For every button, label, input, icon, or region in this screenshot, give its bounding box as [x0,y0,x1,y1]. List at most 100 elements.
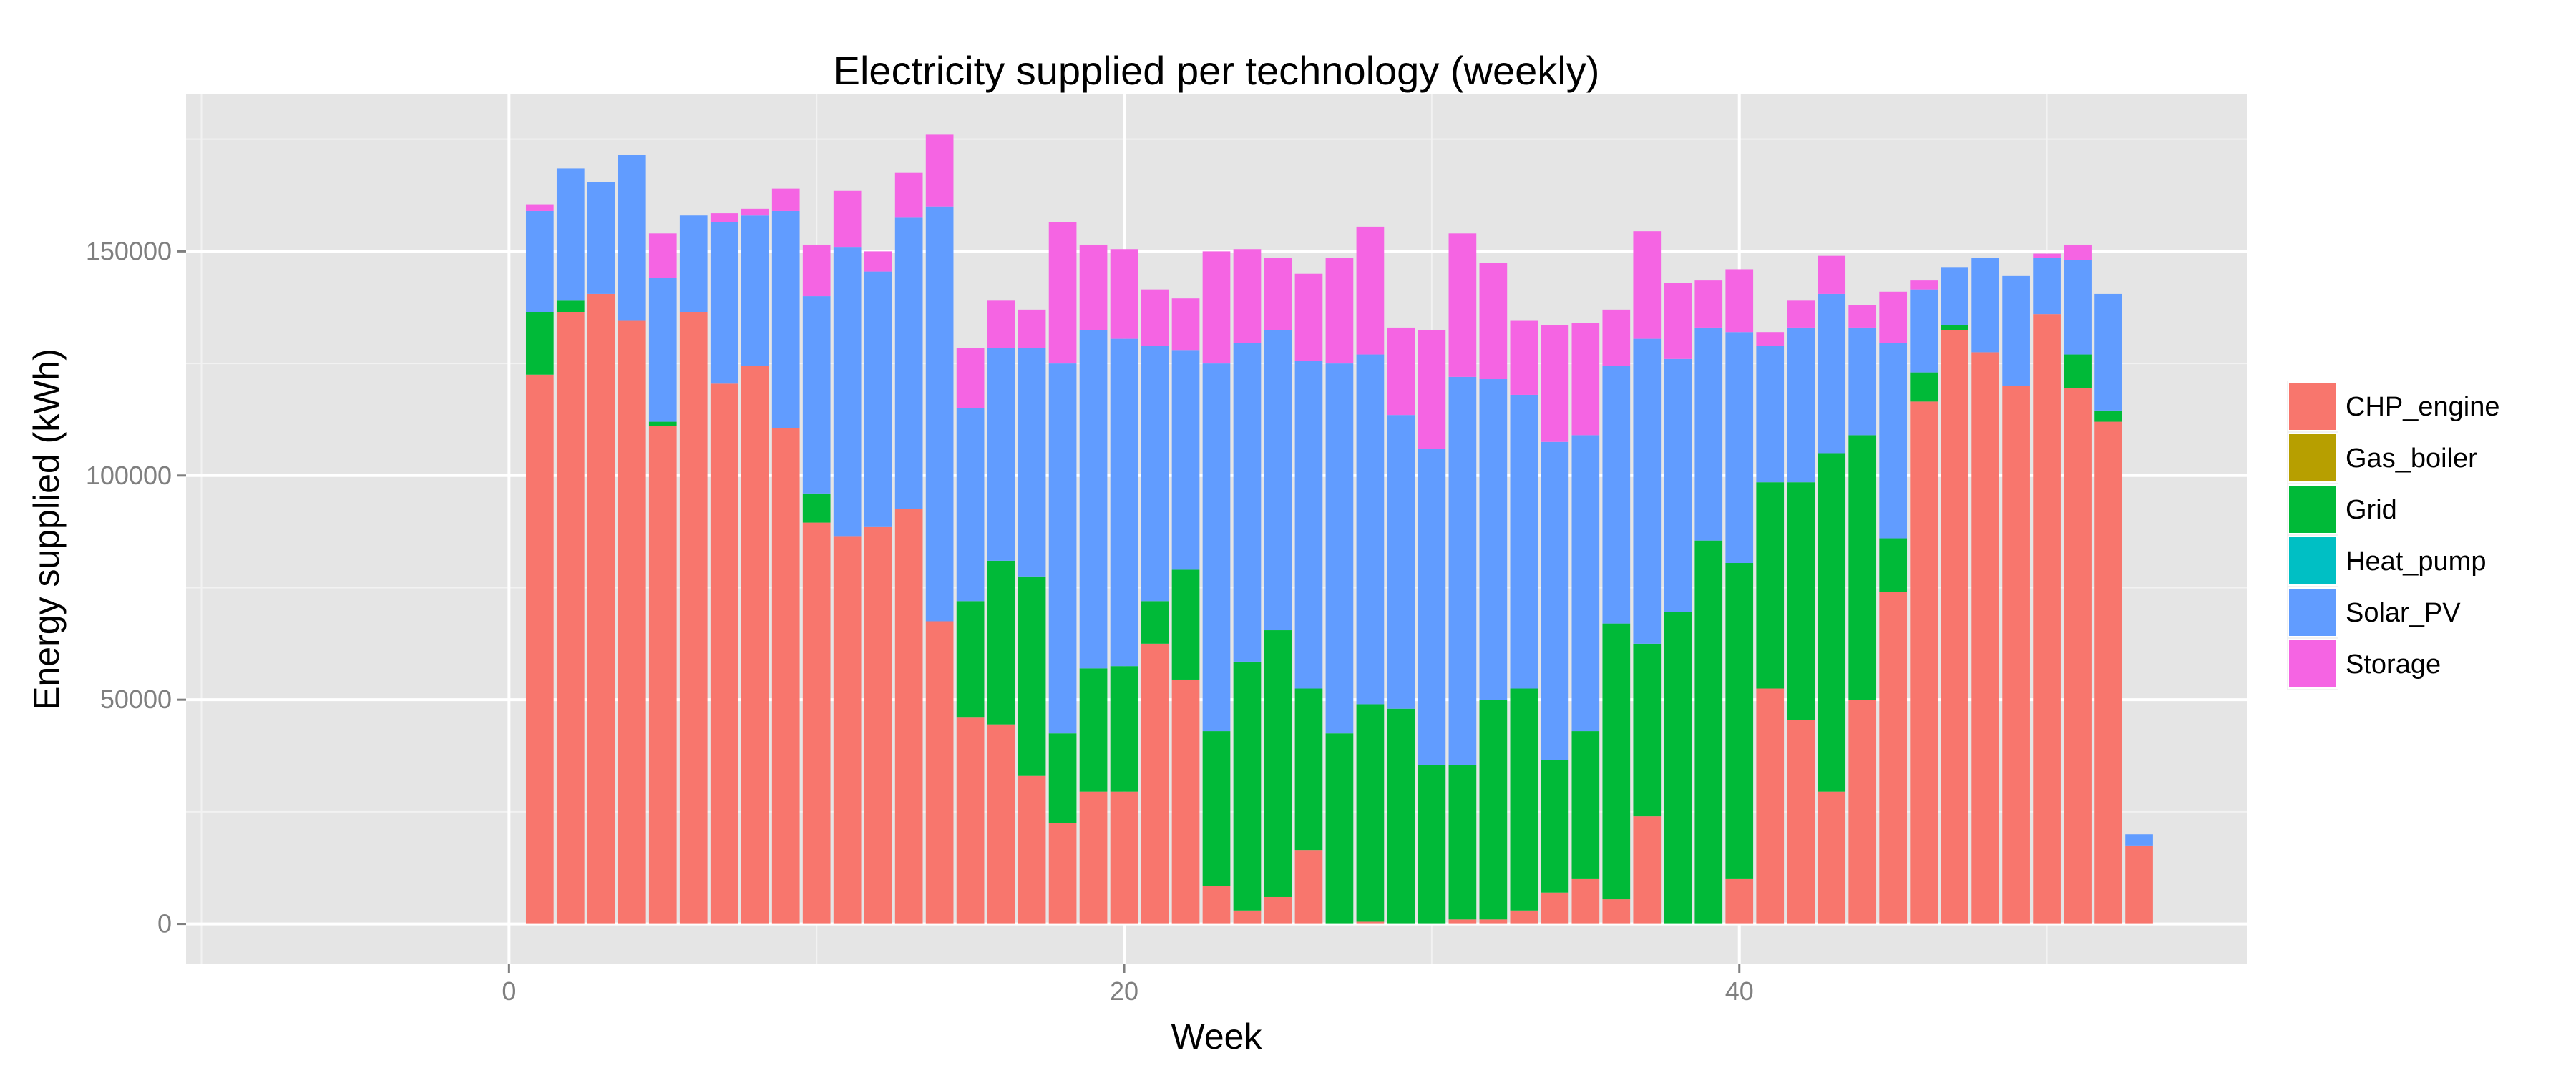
bar-chp-engine [2002,386,2030,924]
legend-label: CHP_engine [2346,392,2499,422]
bars [525,134,2153,924]
bar-storage [1479,263,1508,380]
bar-storage [2064,244,2092,260]
bar-chp-engine [2094,421,2122,924]
bar-storage [2033,253,2061,258]
bar-grid [556,300,585,312]
bar-solar-pv [1479,379,1508,700]
bar-grid [1233,661,1262,911]
bar-solar-pv [710,222,738,384]
bar-storage [1602,309,1631,366]
bar-grid [1818,453,1846,792]
bar-storage [648,233,677,278]
bar-solar-pv [987,348,1015,561]
y-tick-label: 150000 [86,236,172,265]
bar-grid [1602,623,1631,900]
bar-chp-engine [1848,700,1877,924]
bar-storage [1171,298,1200,351]
bar-storage [771,188,800,211]
bar-storage [1818,255,1846,294]
bar-chp-engine [1141,643,1169,924]
bar-solar-pv [2094,293,2122,411]
bar-solar-pv [679,215,708,312]
y-tick-label: 50000 [100,685,172,714]
bar-solar-pv [1325,363,1354,734]
bar-solar-pv [1541,441,1569,760]
bar-chp-engine [1448,919,1477,924]
bar-solar-pv [925,206,954,622]
bar-solar-pv [1510,394,1538,689]
y-tick-label: 0 [157,909,172,939]
bar-storage [1571,323,1600,436]
bar-storage [1725,269,1754,333]
bar-solar-pv [1141,346,1169,602]
bar-solar-pv [1018,348,1046,577]
bar-chp-engine [1971,352,1999,924]
x-tick-label: 0 [502,976,516,1006]
x-axis-ticks: 0 20 40 [502,964,1754,1006]
bar-chp-engine [1479,919,1508,924]
bar-storage [1694,280,1723,328]
x-axis-title: Week [1171,1016,1263,1057]
bar-chp-engine [648,426,677,924]
chart-title: Electricity supplied per technology (wee… [834,48,1600,93]
bar-chp-engine [1233,910,1262,924]
bar-grid [1664,612,1692,924]
legend-swatch [2288,433,2338,483]
bar-solar-pv [1387,415,1415,709]
bar-solar-pv [1048,363,1077,734]
bar-chp-engine [1879,592,1908,924]
bar-chp-engine [741,366,769,924]
bar-solar-pv [1448,376,1477,765]
bar-chp-engine [679,312,708,924]
bar-solar-pv [1910,289,1938,373]
bar-storage [1910,280,1938,290]
bar-solar-pv [1879,343,1908,539]
bar-chp-engine [956,717,985,924]
bar-grid [1756,482,1785,689]
bar-chp-engine [2064,388,2092,924]
bar-storage [1110,249,1138,339]
bar-chp-engine [1941,330,1968,924]
bar-solar-pv [833,247,862,536]
bar-storage [864,251,892,272]
bar-grid [1356,704,1385,922]
bar-chp-engine [1171,679,1200,924]
legend-swatch [2288,536,2338,586]
bar-storage [1633,231,1662,339]
bar-grid [1694,540,1723,924]
bar-chp-engine [1541,892,1569,924]
bar-chp-engine [556,312,585,924]
bar-solar-pv [864,271,892,527]
legend-swatch [2288,639,2338,689]
bar-chp-engine [987,724,1015,924]
bar-chp-engine [2033,314,2061,924]
bar-storage [741,208,769,216]
bar-chp-engine [1818,791,1846,924]
bar-storage [956,348,985,408]
bar-grid [1448,765,1477,920]
bar-grid [1725,563,1754,879]
bar-grid [1079,668,1108,792]
bar-solar-pv [2033,258,2061,315]
bar-grid [956,601,985,718]
bar-grid [1048,733,1077,823]
bar-chp-engine [587,293,615,924]
bar-storage [1448,233,1477,377]
bar-grid [1510,688,1538,911]
legend-swatch [2288,381,2338,431]
bar-chp-engine [1725,878,1754,924]
bar-storage [1541,325,1569,442]
bar-solar-pv [648,278,677,422]
bar-chp-engine [1633,816,1662,924]
bar-solar-pv [1971,258,1999,353]
bar-chp-engine [894,509,923,924]
bar-grid [1848,435,1877,700]
bar-grid [1264,630,1292,897]
legend: CHP_engine Gas_boiler Grid Heat_pump Solar_P… [2287,381,2499,690]
bar-storage [710,213,738,222]
bar-solar-pv [1818,293,1846,454]
bar-solar-pv [802,296,831,494]
bar-storage [1510,320,1538,395]
bar-storage [525,204,554,211]
